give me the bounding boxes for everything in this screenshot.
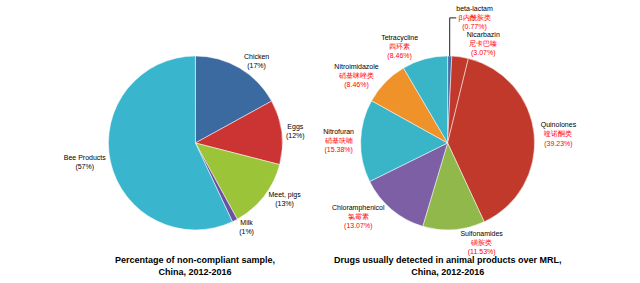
svg-text:Nitroimidazole硝基咪唑类(8.46%): Nitroimidazole硝基咪唑类(8.46%)	[334, 63, 378, 89]
svg-text:Quinolones喹诺酮类(39.23%): Quinolones喹诺酮类(39.23%)	[541, 121, 577, 147]
svg-text:Sulfonamides磺胺类(11.53%): Sulfonamides磺胺类(11.53%)	[460, 230, 503, 256]
svg-text:Nicarbazin尼卡巴嗪(3.07%): Nicarbazin尼卡巴嗪(3.07%)	[467, 31, 500, 57]
svg-text:beta-lactamβ内酰胺类(0.77%): beta-lactamβ内酰胺类(0.77%)	[456, 5, 493, 31]
svg-text:Percentage of non-compliant sa: Percentage of non-compliant sample,China…	[115, 255, 275, 277]
svg-text:Nitrofuran硝基呋喃(15.38%): Nitrofuran硝基呋喃(15.38%)	[323, 128, 354, 154]
svg-text:Chicken(17%): Chicken(17%)	[244, 53, 269, 70]
svg-text:Meet, pigs(13%): Meet, pigs(13%)	[268, 191, 301, 208]
svg-text:Eggs(12%): Eggs(12%)	[286, 123, 305, 140]
svg-text:Chloramphenicol氯霉素(13.07%): Chloramphenicol氯霉素(13.07%)	[332, 204, 385, 230]
svg-text:Bee Products(57%): Bee Products(57%)	[64, 154, 107, 171]
svg-text:Drugs usually detected in anim: Drugs usually detected in animal product…	[334, 255, 562, 277]
svg-text:Milk(1%): Milk(1%)	[239, 219, 254, 236]
svg-text:Tetracycline四环素(8.46%): Tetracycline四环素(8.46%)	[381, 34, 418, 60]
